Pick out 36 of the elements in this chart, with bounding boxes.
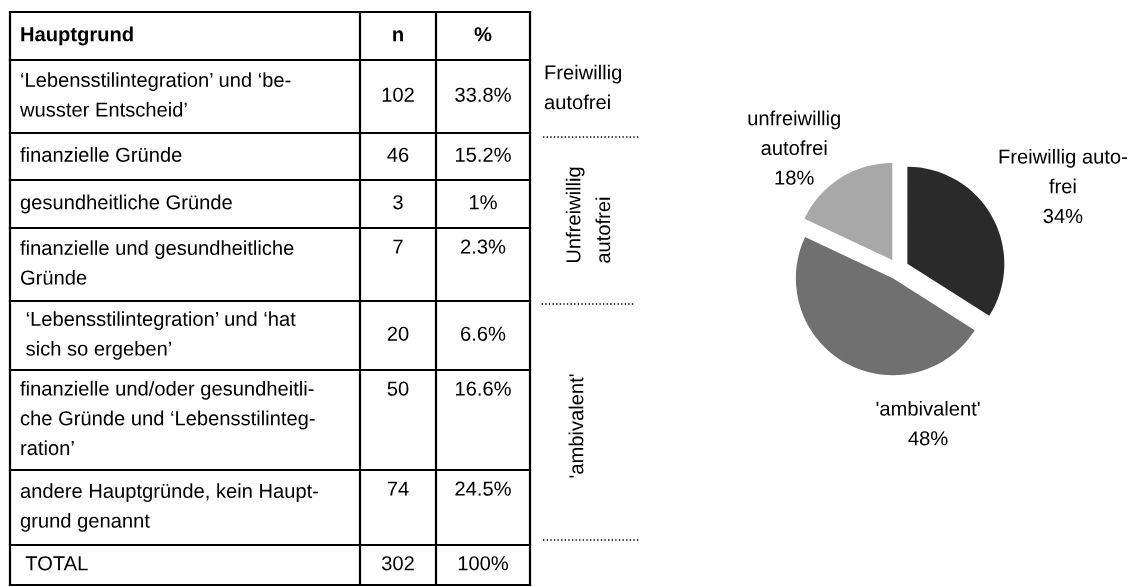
text: 74 (387, 481, 409, 496)
text: 7 (393, 239, 403, 254)
text: 15.2% (455, 147, 511, 162)
text: gesundheitliche Gründe (20, 194, 232, 214)
text: % (474, 27, 492, 42)
slice-label: 'ambivalent' (876, 400, 980, 416)
text: Unfreiwillig autofrei (565, 167, 611, 263)
text: 102 (382, 87, 414, 102)
text: 6.6% (461, 326, 506, 341)
text: andere Hauptgründe, kein Haupt- grund genannt (20, 483, 319, 532)
slice-label: Freiwillig auto- frei (999, 148, 1127, 194)
text: finanzielle Gründe (20, 147, 182, 162)
text: 50 (387, 381, 409, 396)
text: 24.5% (455, 481, 511, 496)
data-label: 34% (1043, 208, 1083, 224)
text: 46 (387, 147, 409, 162)
text: 2.3% (461, 239, 506, 254)
text: Freiwillig autofrei (544, 64, 622, 110)
text: finanzielle und/oder gesundheitli- che Gründe und ‘Lebensstilinteg- ration’ (20, 380, 315, 456)
slice-label: unfreiwillig autofrei (748, 110, 840, 156)
text: 3 (393, 195, 403, 210)
text: 33.8% (455, 87, 511, 102)
text: ‘Lebensstilintegration’ und ‘hat sich so ergeben’ (26, 311, 296, 360)
text: finanzielle und gesundheitliche Gründe (20, 240, 294, 285)
text: TOTAL (25, 556, 88, 571)
text: ‘Lebensstilintegration’ und ‘be- wusster Entscheid’ (19, 72, 291, 117)
text: 302 (381, 556, 414, 571)
data-label: 18% (775, 170, 814, 185)
data-label: 48% (908, 431, 948, 446)
text: n (393, 30, 403, 42)
text: 16.6% (455, 381, 511, 396)
text: 'ambivalent' (568, 374, 584, 478)
text: 20 (387, 326, 409, 341)
text: 100% (458, 556, 509, 571)
text: Hauptgrund (21, 26, 133, 46)
text: 1% (469, 195, 497, 210)
